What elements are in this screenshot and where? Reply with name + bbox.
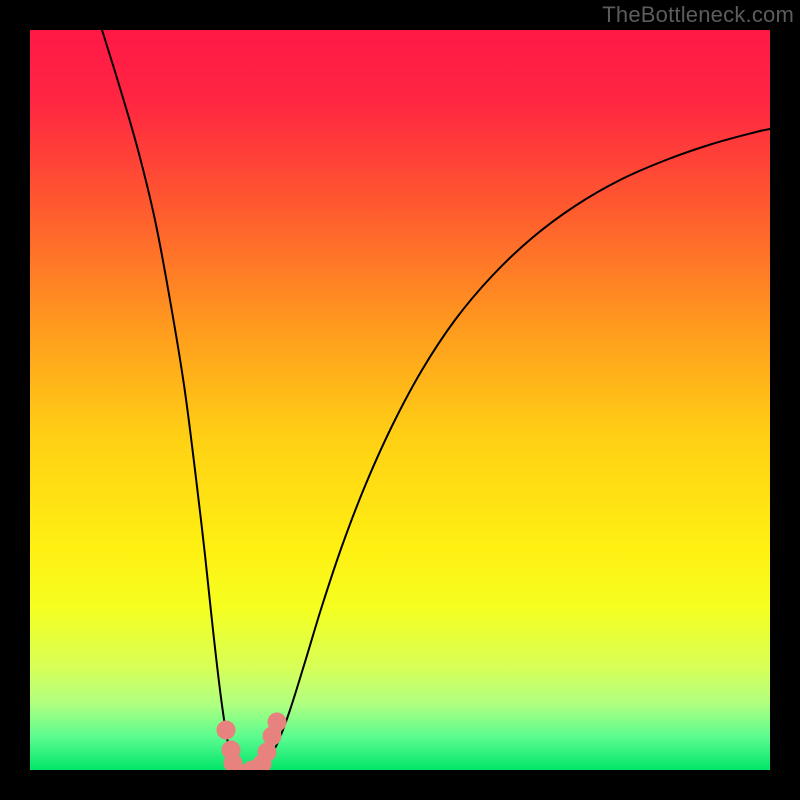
gradient-plot-area [30, 30, 770, 770]
cusp-marker [258, 743, 276, 761]
plot-svg [30, 30, 770, 770]
cusp-marker [217, 721, 235, 739]
chart-root: TheBottleneck.com [0, 0, 800, 800]
cusp-marker [268, 713, 286, 731]
watermark-text: TheBottleneck.com [602, 2, 794, 28]
bottleneck-curve [102, 30, 770, 770]
